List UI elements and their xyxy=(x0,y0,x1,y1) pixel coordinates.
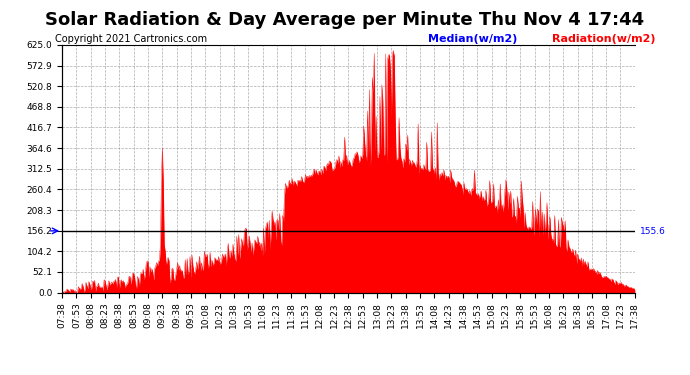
Text: Radiation(w/m2): Radiation(w/m2) xyxy=(552,34,656,44)
Text: Solar Radiation & Day Average per Minute Thu Nov 4 17:44: Solar Radiation & Day Average per Minute… xyxy=(46,11,644,29)
Text: Median(w/m2): Median(w/m2) xyxy=(428,34,518,44)
Text: Copyright 2021 Cartronics.com: Copyright 2021 Cartronics.com xyxy=(55,34,207,44)
